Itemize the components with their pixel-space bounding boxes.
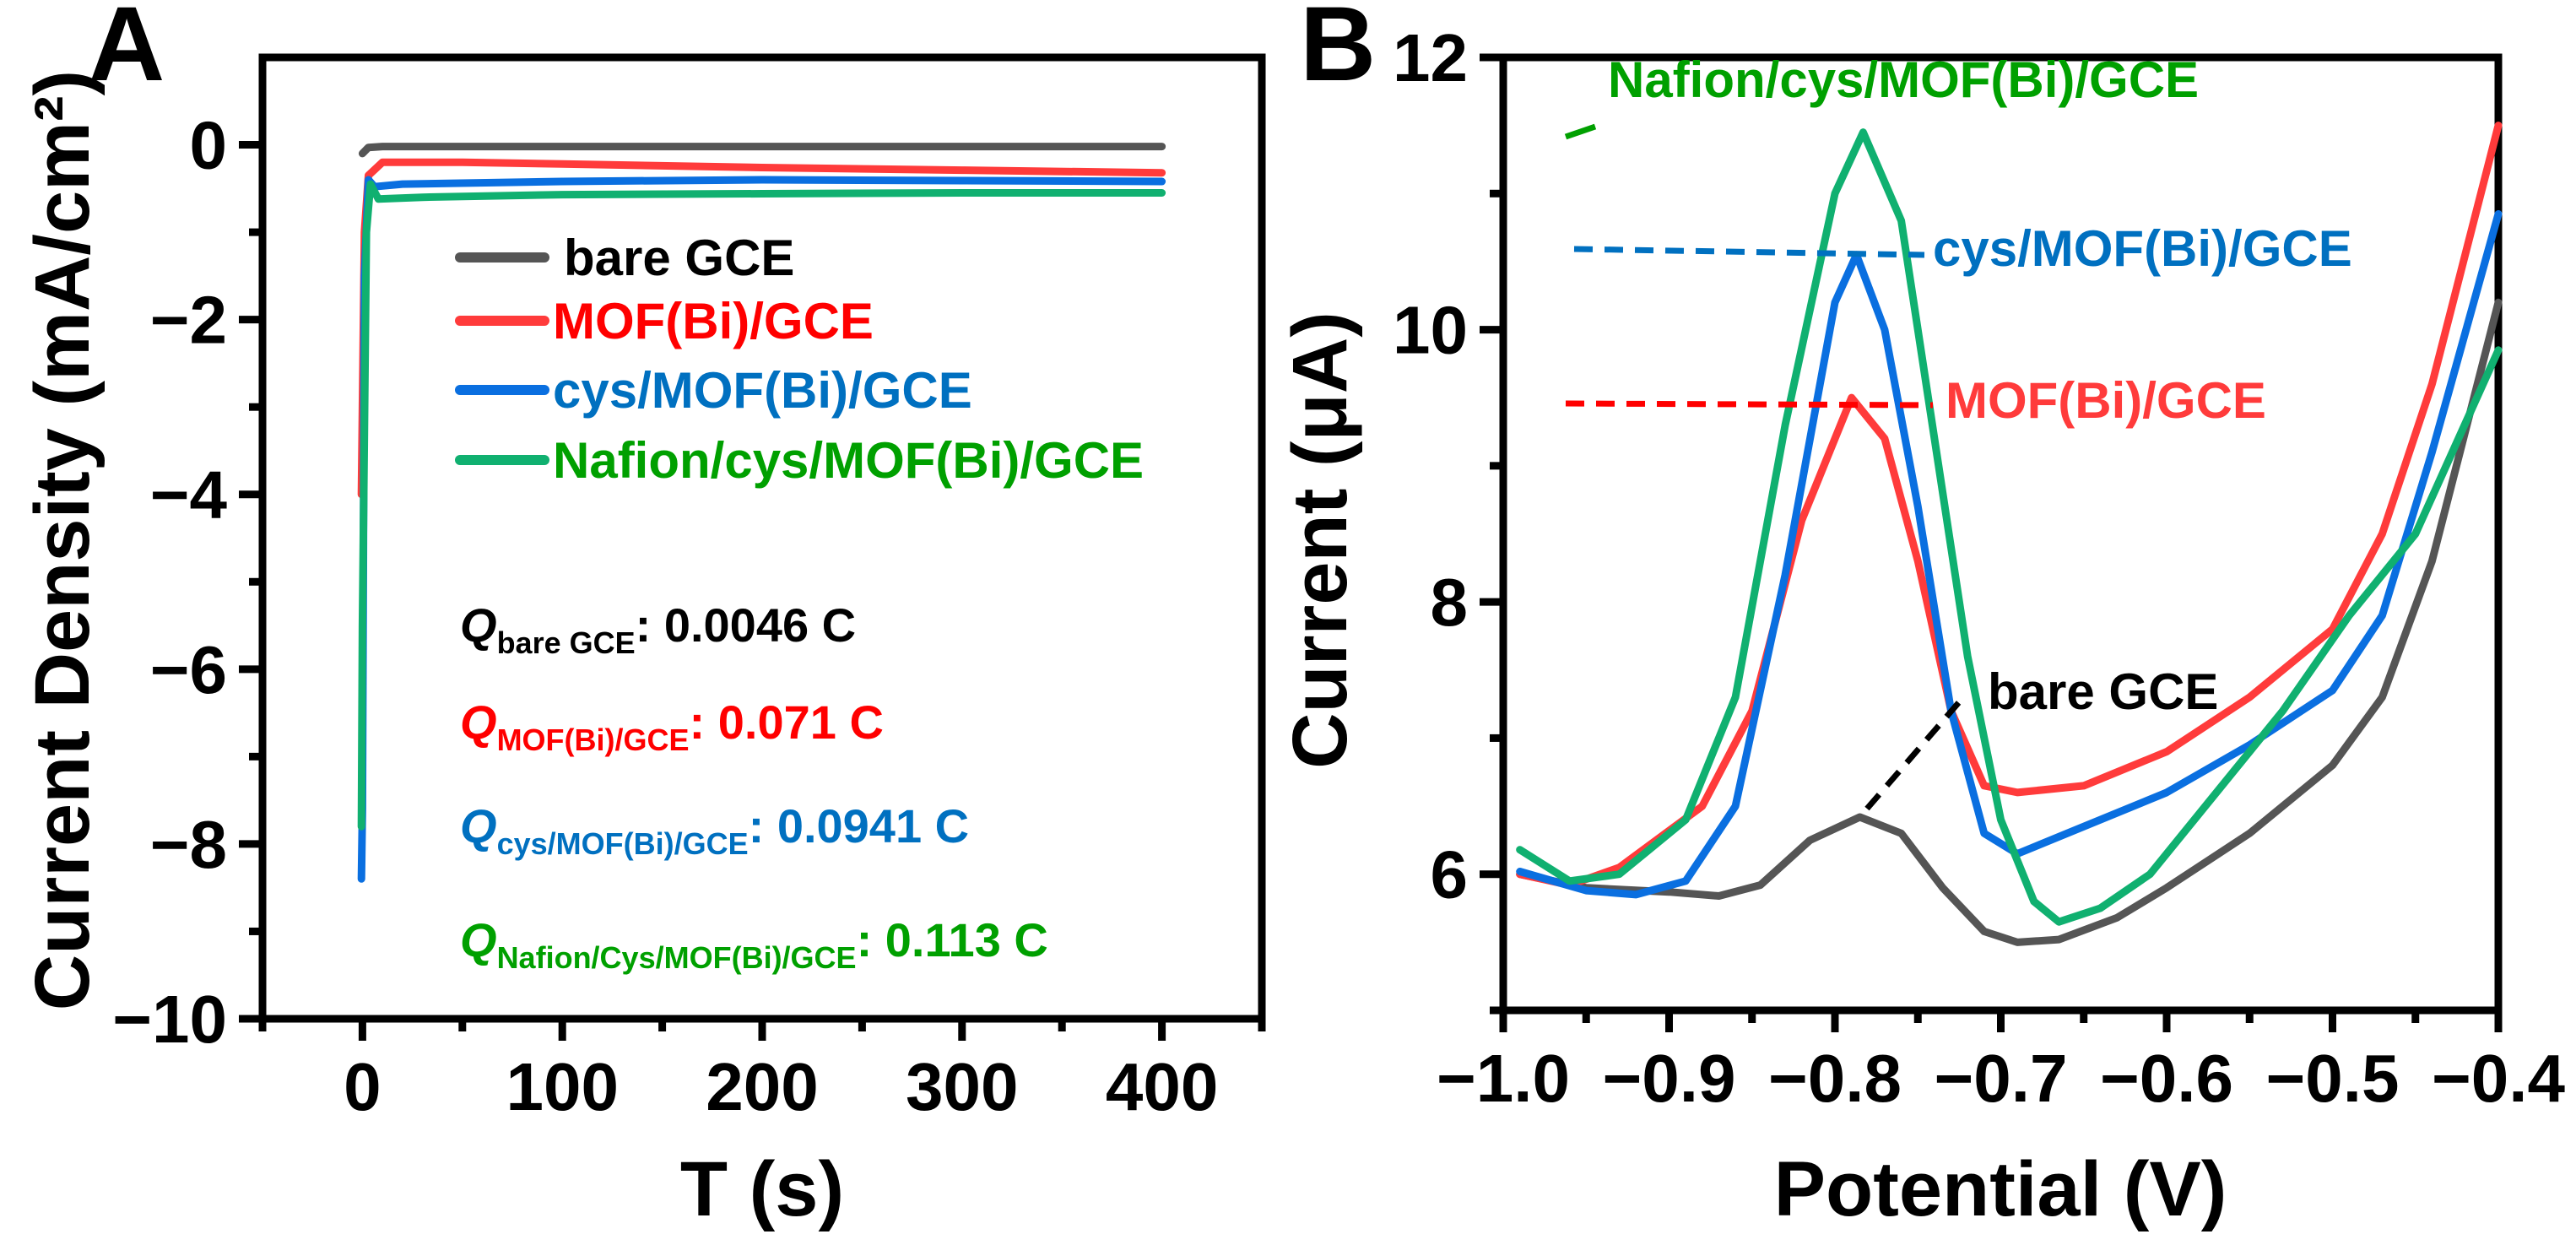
charge-cys: Qcys/MOF(Bi)/GCE: 0.0941 C	[460, 799, 969, 861]
y-tick-label: −4	[150, 457, 228, 533]
plot-frame	[258, 53, 1266, 1023]
y-tick-label: 8	[1431, 565, 1469, 640]
x-tick-label: 400	[1106, 1049, 1218, 1124]
x-tick-label: 100	[506, 1049, 618, 1124]
charge-mof: QMOF(Bi)/GCE: 0.071 C	[460, 696, 884, 757]
legend-label-mof: MOF(Bi)/GCE	[553, 293, 874, 349]
panel-a-legend: bare GCE MOF(Bi)/GCE cys/MOF(Bi)/GCE Naf…	[455, 230, 1144, 489]
y-tick-label: 10	[1393, 293, 1468, 368]
plot-frame	[1499, 53, 2503, 1015]
y-tick-label: −10	[112, 982, 227, 1057]
leader-bare	[1864, 694, 1967, 811]
panel-a-x-axis-title: T (s)	[680, 1146, 844, 1232]
x-tick-label: 0	[344, 1049, 382, 1124]
label-mof: MOF(Bi)/GCE	[1946, 372, 2266, 429]
y-tick-label: −2	[150, 283, 227, 358]
leader-mof	[1565, 400, 1934, 409]
y-tick-label: −8	[150, 807, 227, 882]
leader-cys	[1573, 246, 1925, 258]
x-tick-label: −0.9	[1603, 1041, 1736, 1116]
y-tick-label: 6	[1431, 837, 1469, 912]
series-line-bare	[1516, 298, 2503, 946]
panel-a-charge-annotations: Qbare GCE: 0.0046 C QMOF(Bi)/GCE: 0.071 …	[460, 598, 1048, 975]
series-line-bare	[358, 143, 1166, 158]
panel-a-letter: A	[89, 0, 165, 103]
label-nafion: Nafion/cys/MOF(Bi)/GCE	[1608, 51, 2199, 108]
y-tick-label: −6	[150, 632, 227, 707]
legend-label-nafion: Nafion/cys/MOF(Bi)/GCE	[553, 432, 1144, 489]
label-cys: cys/MOF(Bi)/GCE	[1933, 220, 2352, 277]
x-tick-label: −0.6	[2100, 1041, 2233, 1116]
label-bare: bare GCE	[1988, 663, 2218, 720]
x-tick-label: −0.4	[2432, 1041, 2565, 1116]
panel-b-letter: B	[1300, 0, 1376, 103]
x-tick-label: −1.0	[1437, 1041, 1570, 1116]
y-tick-label: 12	[1393, 20, 1468, 95]
x-tick-label: −0.8	[1768, 1041, 1902, 1116]
legend-label-cys: cys/MOF(Bi)/GCE	[553, 362, 972, 419]
x-tick-label: 200	[706, 1049, 818, 1124]
charge-nafion: QNafion/Cys/MOF(Bi)/GCE: 0.113 C	[460, 913, 1048, 975]
panel-b-y-axis-title: Current (μA)	[1277, 311, 1363, 769]
panel-b-curve-labels: Nafion/cys/MOF(Bi)/GCE cys/MOF(Bi)/GCE M…	[1564, 51, 2352, 811]
x-tick-label: −0.5	[2266, 1041, 2400, 1116]
panel-a-chart: 0 100 200 300 400 0 −2 −4 −6 −8 −10	[112, 53, 1266, 1124]
x-tick-label: −0.7	[1935, 1041, 2068, 1116]
series-line-cys	[1516, 210, 2503, 899]
y-tick-label: 0	[190, 108, 228, 183]
x-tick-label: 300	[906, 1049, 1018, 1124]
charge-bare: Qbare GCE: 0.0046 C	[460, 598, 856, 660]
panel-a-y-axis-title: Current Density (mA/cm²)	[19, 70, 106, 1010]
panel-b-x-axis-title: Potential (V)	[1774, 1146, 2227, 1232]
series-line-nafion	[1516, 128, 2503, 926]
series-line-nafion	[357, 180, 1166, 831]
legend-label-bare: bare GCE	[564, 230, 794, 286]
panel-b-chart: −1.0 −0.9 −0.8 −0.7 −0.6 −0.5 −0.4 6 8 10 12	[1393, 20, 2565, 1116]
leader-nafion	[1564, 123, 1597, 140]
